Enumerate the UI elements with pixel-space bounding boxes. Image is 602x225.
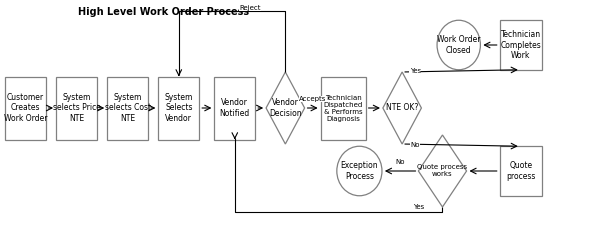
Polygon shape — [383, 72, 421, 144]
FancyBboxPatch shape — [320, 76, 365, 140]
Text: System
selects Cost
NTE: System selects Cost NTE — [105, 93, 150, 123]
FancyBboxPatch shape — [158, 76, 199, 140]
FancyBboxPatch shape — [214, 76, 255, 140]
Text: System
selects Price
NTE: System selects Price NTE — [52, 93, 101, 123]
Polygon shape — [266, 72, 305, 144]
Text: Customer
Creates
Work Order: Customer Creates Work Order — [4, 93, 47, 123]
FancyBboxPatch shape — [500, 20, 542, 70]
Text: Exception
Process: Exception Process — [341, 161, 378, 181]
FancyBboxPatch shape — [56, 76, 97, 140]
Text: NTE OK?: NTE OK? — [386, 104, 418, 112]
Text: Vendor
Decision: Vendor Decision — [269, 98, 302, 118]
Text: No: No — [411, 142, 420, 148]
Text: Accepts: Accepts — [299, 96, 326, 102]
Text: No: No — [396, 159, 405, 165]
Text: System
Selects
Vendor: System Selects Vendor — [164, 93, 193, 123]
Ellipse shape — [437, 20, 480, 70]
Text: Quote
process: Quote process — [506, 161, 535, 181]
Text: Vendor
Notified: Vendor Notified — [220, 98, 250, 118]
Text: High Level Work Order Process: High Level Work Order Process — [78, 7, 249, 17]
FancyBboxPatch shape — [5, 76, 46, 140]
FancyBboxPatch shape — [107, 76, 148, 140]
Text: Work Order
Closed: Work Order Closed — [437, 35, 480, 55]
FancyBboxPatch shape — [500, 146, 542, 196]
Text: Quote process
works: Quote process works — [417, 164, 468, 178]
Text: Reject: Reject — [240, 5, 261, 11]
Text: Yes: Yes — [410, 68, 421, 74]
Ellipse shape — [337, 146, 382, 196]
Polygon shape — [418, 135, 467, 207]
Text: Technician
Dispatched
& Performs
Diagnosis: Technician Dispatched & Performs Diagnos… — [323, 94, 363, 122]
Text: Technician
Completes
Work: Technician Completes Work — [500, 30, 541, 60]
Text: Yes: Yes — [413, 204, 424, 210]
